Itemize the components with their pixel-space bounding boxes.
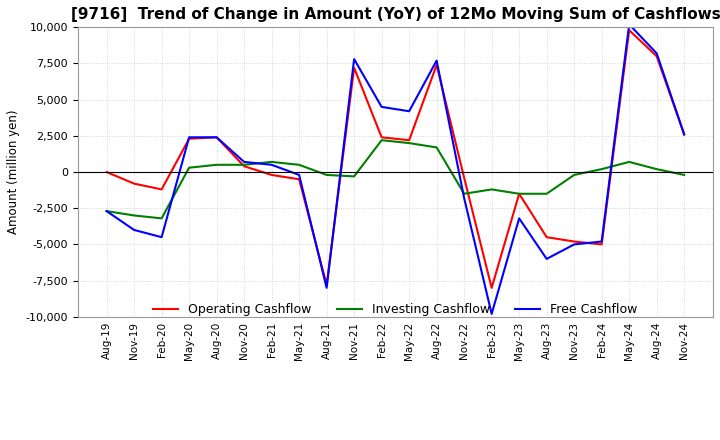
Free Cashflow [405,109,413,114]
Operating Cashflow [625,28,634,33]
Investing Cashflow [460,191,469,196]
Free Cashflow [157,235,166,240]
Investing Cashflow [542,191,551,196]
Operating Cashflow [570,239,578,244]
Free Cashflow [350,56,359,62]
Operating Cashflow [157,187,166,192]
Free Cashflow [240,159,248,165]
Investing Cashflow [130,213,138,218]
Investing Cashflow [405,140,413,146]
Operating Cashflow [652,54,661,59]
Free Cashflow [432,58,441,63]
Free Cashflow [294,172,303,178]
Investing Cashflow [157,216,166,221]
Operating Cashflow [294,176,303,182]
Investing Cashflow [377,138,386,143]
Operating Cashflow [377,135,386,140]
Investing Cashflow [350,174,359,179]
Operating Cashflow [542,235,551,240]
Investing Cashflow [240,162,248,168]
Investing Cashflow [323,172,331,178]
Investing Cashflow [515,191,523,196]
Investing Cashflow [680,172,688,178]
Investing Cashflow [185,165,194,170]
Operating Cashflow [102,169,111,175]
Y-axis label: Amount (million yen): Amount (million yen) [7,110,20,234]
Operating Cashflow [487,285,496,290]
Free Cashflow [460,195,469,201]
Free Cashflow [570,242,578,247]
Operating Cashflow [185,136,194,141]
Free Cashflow [515,216,523,221]
Title: [9716]  Trend of Change in Amount (YoY) of 12Mo Moving Sum of Cashflows: [9716] Trend of Change in Amount (YoY) o… [71,7,720,22]
Operating Cashflow [680,132,688,137]
Operating Cashflow [240,164,248,169]
Line: Free Cashflow: Free Cashflow [107,24,684,314]
Operating Cashflow [405,138,413,143]
Free Cashflow [542,256,551,261]
Investing Cashflow [102,209,111,214]
Free Cashflow [652,51,661,56]
Investing Cashflow [487,187,496,192]
Investing Cashflow [652,166,661,172]
Operating Cashflow [515,191,523,196]
Operating Cashflow [267,172,276,178]
Operating Cashflow [432,62,441,68]
Operating Cashflow [598,242,606,247]
Operating Cashflow [130,181,138,186]
Free Cashflow [323,285,331,290]
Operating Cashflow [212,135,221,140]
Free Cashflow [267,162,276,168]
Free Cashflow [185,135,194,140]
Line: Investing Cashflow: Investing Cashflow [107,140,684,218]
Investing Cashflow [212,162,221,168]
Investing Cashflow [294,162,303,168]
Operating Cashflow [350,65,359,70]
Free Cashflow [130,227,138,233]
Line: Operating Cashflow: Operating Cashflow [107,30,684,288]
Free Cashflow [598,239,606,244]
Free Cashflow [680,132,688,137]
Investing Cashflow [432,145,441,150]
Free Cashflow [377,104,386,110]
Investing Cashflow [570,172,578,178]
Operating Cashflow [460,175,469,180]
Investing Cashflow [598,166,606,172]
Investing Cashflow [625,159,634,165]
Free Cashflow [102,209,111,214]
Free Cashflow [487,311,496,316]
Free Cashflow [625,22,634,27]
Operating Cashflow [323,282,331,288]
Free Cashflow [212,135,221,140]
Investing Cashflow [267,159,276,165]
Legend: Operating Cashflow, Investing Cashflow, Free Cashflow: Operating Cashflow, Investing Cashflow, … [153,303,637,316]
